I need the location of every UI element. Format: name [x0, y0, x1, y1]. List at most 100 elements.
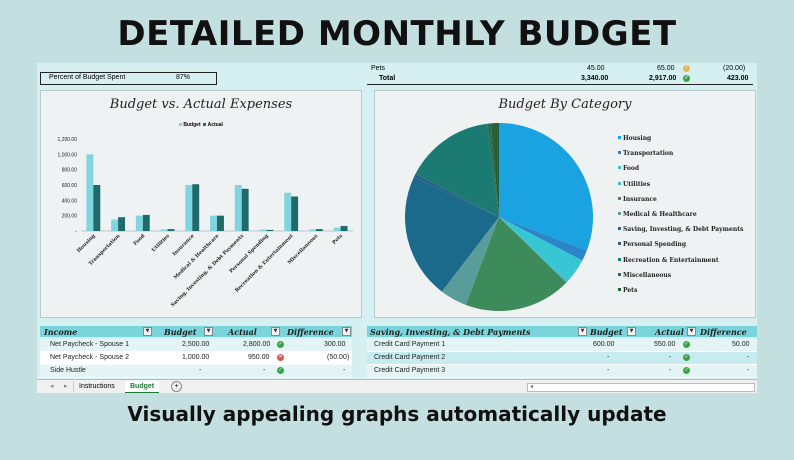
pie-legend-item: Miscellaneous — [618, 271, 672, 279]
percent-spent-value: 87% — [176, 74, 191, 81]
legend-actual: Actual — [207, 122, 223, 128]
filter-dropdown-icon[interactable]: ▼ — [578, 327, 587, 336]
table-row[interactable]: Credit Card Payment 3 - - ✓ - — [367, 365, 757, 378]
tab-instructions[interactable]: Instructions — [73, 381, 120, 392]
row-actual: 2,800.00 — [243, 341, 271, 348]
row-actual: 550.00 — [654, 341, 676, 348]
bar-actual — [266, 229, 274, 231]
bar-actual — [118, 217, 126, 231]
y-tick-label: 400.00 — [62, 198, 78, 204]
filter-dropdown-icon[interactable]: ▼ — [143, 327, 152, 336]
pie-legend-swatch — [618, 257, 621, 261]
pie-legend-item: Personal Spending — [618, 241, 686, 248]
row-label: Side Hustle — [50, 367, 86, 374]
pets-difference: (20.00) — [723, 65, 746, 72]
filter-dropdown-icon[interactable]: ▼ — [687, 327, 696, 336]
row-label: Credit Card Payment 1 — [374, 341, 446, 348]
pie-legend-label: Miscellaneous — [623, 271, 672, 279]
pie-legend-label: Insurance — [623, 195, 657, 203]
pie-legend-label: Food — [623, 165, 640, 173]
pie-chart-legend: Housing Transportation Food Utilities Insura… — [618, 135, 753, 305]
savings-header: Saving, Investing, & Debt Payments — [370, 327, 531, 337]
legend-budget-swatch — [179, 123, 182, 126]
bar-actual — [340, 226, 348, 231]
pie-legend-swatch — [618, 181, 621, 185]
pie-legend-label: Pets — [623, 287, 638, 294]
bar-chart-legend: Budget Actual — [179, 122, 223, 128]
row-difference: - — [747, 354, 750, 361]
check-icon: ✓ — [683, 75, 690, 82]
percent-spent-box: Percent of Budget Spent 87% — [40, 72, 217, 85]
row-difference: - — [747, 367, 750, 374]
x-tick-label: Pets — [331, 233, 344, 246]
page-title: DETAILED MONTHLY BUDGET — [117, 14, 677, 54]
pie-legend-swatch — [618, 136, 621, 139]
add-sheet-button[interactable]: + — [171, 381, 182, 392]
table-row[interactable]: Net Paycheck - Spouse 2 1,000.00 950.00 … — [40, 352, 352, 365]
bar-chart-panel[interactable]: Budget vs. Actual Expenses Budget Actual… — [40, 90, 362, 318]
y-tick-label: - — [75, 229, 77, 235]
bar-actual — [192, 184, 200, 231]
pie-slice — [413, 173, 499, 217]
bar-budget — [259, 229, 267, 231]
page-subtitle: Visually appealing graphs automatically … — [127, 402, 667, 426]
spreadsheet-window: Percent of Budget Spent 87% Pets 45.00 6… — [37, 63, 757, 393]
scroll-left-icon[interactable]: ◂ — [50, 383, 54, 390]
pie-legend-swatch — [618, 227, 621, 231]
pie-slice — [441, 217, 499, 305]
row-label: Credit Card Payment 2 — [374, 354, 446, 361]
scroll-left-icon[interactable]: ◂ — [530, 384, 534, 390]
filter-dropdown-icon[interactable]: ▼ — [627, 327, 636, 336]
pie-legend-swatch — [618, 272, 621, 276]
bar-budget — [234, 185, 242, 231]
horizontal-scrollbar[interactable]: ◂ — [527, 383, 755, 392]
row-budget: 600.00 — [593, 341, 615, 348]
pets-label: Pets — [371, 65, 386, 72]
row-label: Credit Card Payment 3 — [374, 367, 446, 374]
income-difference-header: Difference — [287, 327, 334, 337]
row-budget: - — [607, 367, 610, 374]
filter-dropdown-icon[interactable]: ▼ — [204, 327, 213, 336]
pets-budget: 45.00 — [587, 65, 605, 72]
y-tick-label: 800.00 — [62, 168, 78, 174]
pie-legend-item: Food — [618, 165, 640, 173]
bar-actual — [93, 185, 101, 231]
bar-budget — [333, 227, 341, 231]
filter-dropdown-icon[interactable]: ▼ — [342, 327, 351, 336]
total-row[interactable]: Total 3,340.00 2,917.00 ✓ 423.00 — [367, 74, 753, 85]
pie-legend-label: Recreation & Entertainment — [623, 256, 719, 264]
tab-budget[interactable]: Budget — [125, 381, 160, 393]
scroll-right-icon[interactable]: ▸ — [64, 383, 68, 390]
filter-dropdown-icon[interactable]: ▼ — [271, 327, 280, 336]
check-icon: ✓ — [683, 367, 690, 374]
x-tick-label: Food — [132, 233, 146, 247]
income-header: Income — [44, 327, 78, 337]
y-tick-label: 600.00 — [62, 183, 78, 189]
row-budget: - — [199, 367, 202, 374]
pie-chart-panel[interactable]: Budget By Category Housing Transportation… — [374, 90, 756, 318]
pie-legend-item: Recreation & Entertainment — [618, 256, 719, 264]
savings-budget-header: Budget — [590, 327, 623, 337]
total-label: Total — [379, 75, 396, 82]
pie-legend-item: Medical & Healthcare — [618, 211, 697, 218]
table-row[interactable]: Side Hustle - - ✓ - — [40, 365, 352, 378]
bar-budget — [308, 229, 316, 231]
check-icon: ✓ — [277, 367, 284, 374]
bar-budget — [111, 219, 119, 231]
pie-slice — [499, 217, 568, 283]
table-row[interactable]: Credit Card Payment 1 600.00 550.00 ✓ 50… — [367, 339, 757, 352]
bar-budget — [86, 154, 94, 231]
table-row[interactable]: Credit Card Payment 2 - - ✓ - — [367, 352, 757, 365]
pie-legend-item: Transportation — [618, 150, 673, 157]
x-tick-label: Housing — [76, 233, 97, 254]
percent-spent-label: Percent of Budget Spent — [49, 74, 126, 81]
table-row[interactable]: Net Paycheck - Spouse 1 2,500.00 2,800.0… — [40, 339, 352, 352]
y-tick-label: 200.00 — [62, 214, 78, 220]
row-difference: 300.00 — [324, 341, 346, 348]
pie-slice — [405, 177, 499, 292]
savings-table-header: Saving, Investing, & Debt Payments ▼ Bud… — [367, 326, 757, 337]
pie-slice — [499, 217, 587, 261]
pie-slice — [415, 123, 499, 217]
total-budget: 3,340.00 — [581, 75, 609, 82]
total-actual: 2,917.00 — [649, 75, 677, 82]
